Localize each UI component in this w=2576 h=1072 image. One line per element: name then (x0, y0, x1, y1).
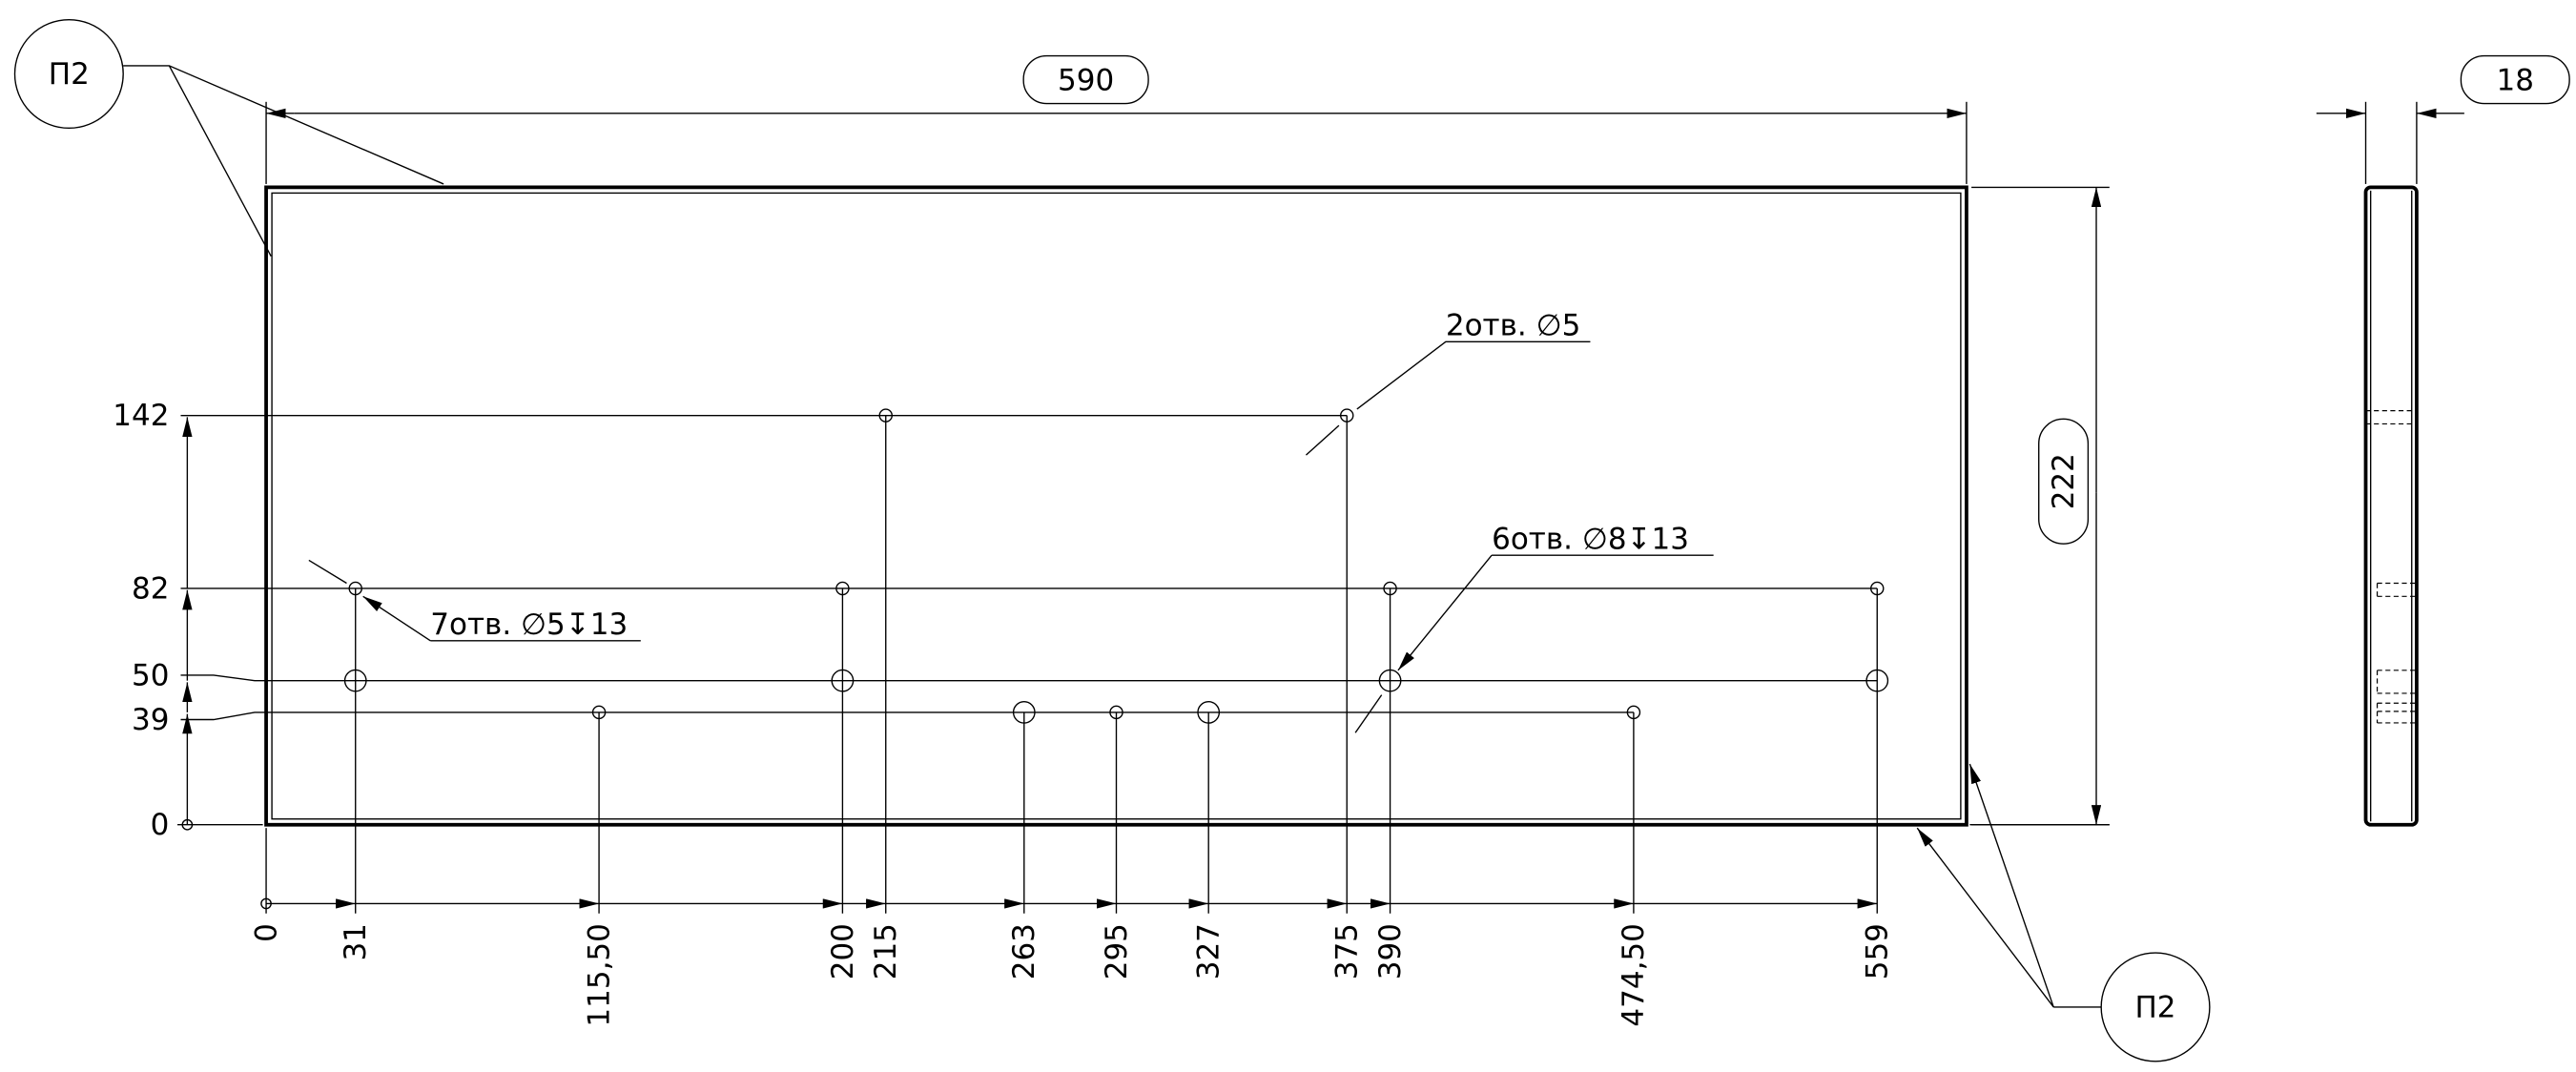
hole-small (1626, 705, 1641, 720)
hole-large (831, 669, 855, 692)
hidden-holes (2365, 410, 2417, 724)
hole-large (343, 669, 367, 692)
note-leader (362, 595, 431, 642)
y-dim-label: 0 (151, 808, 170, 842)
callout-label: П2 (2134, 990, 2175, 1024)
note-leader (1397, 554, 1493, 671)
x-dim-label: 215 (869, 923, 903, 979)
callout-label: П2 (49, 57, 90, 92)
height-dim: 222 (2047, 453, 2081, 509)
note-leader (1354, 694, 1383, 733)
hole-large (1865, 669, 1889, 692)
callout-leader (123, 65, 444, 258)
x-dim-label: 390 (1373, 923, 1408, 979)
x-dim-label: 200 (826, 923, 860, 979)
note: 6отв. ∅8↧13 (1492, 522, 1689, 556)
dimensions: 0 39 50 82 142 0 31 115,50 200 215 263 295 327 375 390… (113, 399, 2110, 1027)
x-dim-label: 375 (1330, 923, 1365, 979)
row-line (180, 711, 1634, 721)
hole-large (1012, 701, 1036, 724)
callout-leader (1968, 763, 2054, 1008)
note-leader (1356, 340, 1591, 410)
note-leader (308, 559, 347, 585)
x-dim-label: 327 (1192, 923, 1226, 979)
y-dim-label: 39 (132, 703, 169, 737)
label-box (2460, 54, 2570, 105)
hole-small (591, 705, 607, 720)
hole-small (878, 408, 893, 423)
x-dim-label: 115,50 (582, 923, 616, 1026)
thickness-dim: 18 (2497, 64, 2534, 98)
x-dim-label: 31 (339, 923, 373, 960)
x-dim-label: 263 (1007, 923, 1041, 979)
y-dim-label: 82 (132, 571, 169, 606)
note: 7отв. ∅5↧13 (430, 608, 628, 642)
hole-small (835, 581, 850, 596)
hole-small (1109, 705, 1123, 720)
label-box (2038, 418, 2090, 545)
x-dim-label: 474,50 (1617, 923, 1651, 1026)
hole-small (1870, 581, 1885, 596)
x-dim-label: 559 (1861, 923, 1895, 979)
x-dim-label: 0 (249, 923, 283, 942)
hole-small (1340, 408, 1354, 423)
callout-circle (13, 18, 124, 130)
note: 2отв. ∅5 (1446, 308, 1580, 342)
note-leader (1305, 424, 1340, 456)
callout-leader (1916, 827, 2054, 1008)
hole-small (348, 581, 362, 596)
hole-small (1383, 581, 1397, 596)
side-view (2363, 185, 2419, 827)
y-dim-label: 142 (113, 399, 169, 433)
hole-large (1378, 669, 1402, 692)
y-dim-label: 50 (132, 658, 169, 692)
hole-large (1197, 701, 1221, 724)
row-line (180, 674, 1878, 682)
length-dim: 590 (1058, 64, 1114, 98)
x-dim-label: 295 (1100, 923, 1134, 979)
label-box (1022, 54, 1149, 105)
